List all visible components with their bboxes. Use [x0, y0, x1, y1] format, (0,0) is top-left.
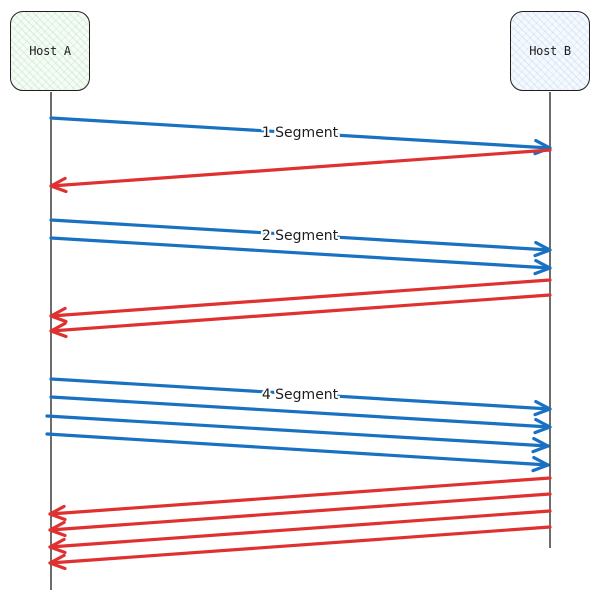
round-3-label: 4 Segment [262, 387, 339, 403]
round-3-segment-arrow-1 [49, 377, 552, 417]
round-2-segment-arrow-1 [49, 218, 552, 258]
round-3-segment-arrow-3 [45, 414, 550, 454]
round-3-segment-arrow-4 [45, 432, 550, 473]
round-3-ack-arrow-1 [48, 476, 552, 522]
host-a-label: Host A [29, 44, 71, 58]
round-2-ack-arrow-2 [49, 293, 552, 339]
round-3-ack-arrow-2 [48, 492, 552, 538]
round-2-ack-arrow-1 [49, 278, 552, 324]
round-3-ack-arrow-4 [48, 525, 552, 571]
round-3-ack-arrow-3 [48, 509, 552, 555]
round-1-label: 1 Segment [262, 125, 339, 141]
round-2-segment-arrow-2 [49, 236, 552, 276]
arrows-layer [45, 116, 552, 571]
host-b-box: Host B [510, 11, 590, 91]
round-1-ack-arrow-1 [49, 148, 552, 194]
host-b-label: Host B [529, 44, 571, 58]
round-2-label: 2 Segment [262, 228, 339, 244]
host-a-box: Host A [10, 11, 90, 91]
round-3-segment-arrow-2 [49, 395, 552, 435]
